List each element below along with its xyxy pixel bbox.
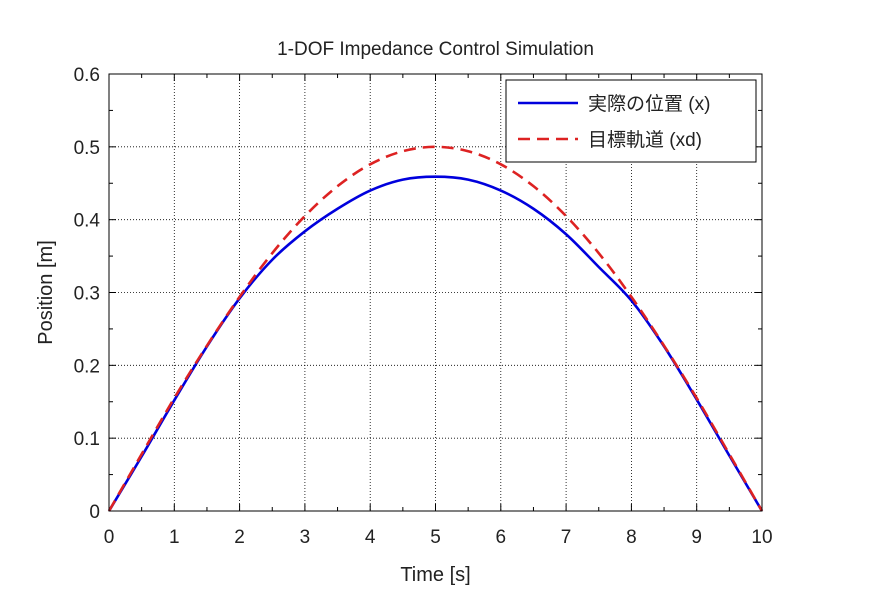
y-tick-label: 0.6 xyxy=(74,65,100,86)
x-tick-label: 1 xyxy=(169,527,180,548)
series-line-1 xyxy=(107,175,764,512)
y-tick-label: 0.5 xyxy=(74,138,100,159)
y-tick-label: 0.1 xyxy=(74,429,100,450)
y-axis-label: Position [m] xyxy=(35,240,57,344)
legend-box xyxy=(505,79,757,163)
y-tick-label: 0 xyxy=(89,502,100,523)
legend: 実際の位置 (x) 目標軌道 (xd) xyxy=(505,79,757,163)
x-axis-label: Time [s] xyxy=(400,564,470,586)
chart-title: 1-DOF Impedance Control Simulation xyxy=(277,39,594,60)
y-tick-label: 0.3 xyxy=(74,284,100,305)
x-tick-label: 9 xyxy=(691,527,702,548)
axes: 0 1 2 3 4 5 6 7 8 9 10 0 0.1 0.2 0.3 0.4 0.5 0.6 xyxy=(74,65,773,548)
x-tick-label: 7 xyxy=(561,527,572,548)
y-tick-label: 0.4 xyxy=(74,211,101,232)
series-group xyxy=(107,145,764,512)
series-line-2 xyxy=(107,145,764,512)
x-tick-label: 10 xyxy=(751,527,772,548)
x-tick-label: 8 xyxy=(626,527,637,548)
x-tick-label: 3 xyxy=(300,527,311,548)
legend-label-2: 目標軌道 (xd) xyxy=(588,129,702,151)
x-tick-label: 2 xyxy=(234,527,245,548)
x-tick-label: 6 xyxy=(496,527,507,548)
x-tick-label: 4 xyxy=(365,527,376,548)
x-tick-label: 0 xyxy=(104,527,115,548)
legend-label-1: 実際の位置 (x) xyxy=(588,93,710,115)
x-tick-label: 5 xyxy=(430,527,441,548)
y-tick-label: 0.2 xyxy=(74,356,100,377)
